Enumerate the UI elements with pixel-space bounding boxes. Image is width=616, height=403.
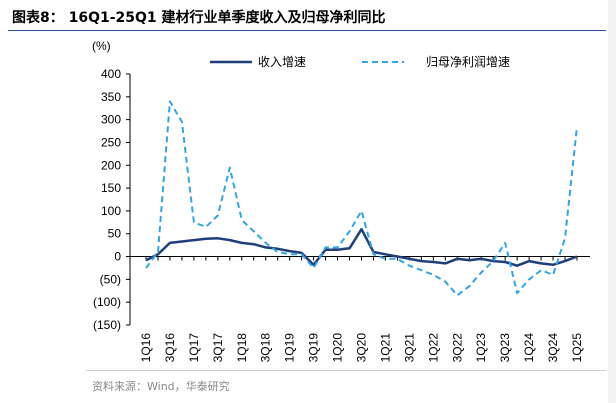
y-axis: (150) (100) (50) 0 50 100 150 200 250 300 350 400 [93,67,131,332]
source-note: 资料来源：Wind，华泰研究 [92,380,230,393]
footer-divider [86,370,606,371]
y-tick-label: (150) [93,318,121,332]
x-tick-label: 3Q23 [498,333,512,363]
y-tick-label: 300 [101,113,121,127]
page-edge [608,0,616,403]
x-tick-label: 3Q17 [211,333,225,363]
y-tick-label: 50 [108,227,122,241]
y-tick-label: 200 [101,158,121,172]
x-tick-label: 1Q23 [474,333,488,363]
x-tick-label: 3Q22 [450,333,464,363]
x-tick-label: 3Q21 [402,333,416,363]
x-axis: 1Q16 3Q16 1Q17 3Q17 1Q18 3Q18 1Q19 3Q19 1Q20 3Q20… [130,256,590,363]
x-tick-label: 1Q22 [426,333,440,363]
x-tick-label: 3Q24 [546,333,560,363]
series-lines [145,100,578,297]
series-revenue-growth-line [145,227,578,267]
line-chart: (%) (150) (100) (50) 0 50 100 150 200 250 300 350 4… [92,39,590,363]
x-tick-label: 3Q16 [163,333,177,363]
y-axis-unit-label: (%) [92,39,111,53]
y-tick-label: 350 [101,90,121,104]
legend-label-revenue: 收入增速 [258,55,306,69]
x-tick-label: 1Q16 [139,333,153,363]
x-tick-label: 1Q17 [187,333,201,363]
x-tick-label: 1Q19 [283,333,297,363]
chart-title: 图表8： 16Q1-25Q1 建材行业单季度收入及归母净利同比 [12,10,386,26]
title-bar: 图表8： 16Q1-25Q1 建材行业单季度收入及归母净利同比 [8,0,606,31]
x-tick-label: 3Q18 [259,333,273,363]
series-net-profit-growth-line [145,100,578,297]
y-tick-label: 250 [101,135,121,149]
x-tick-label: 1Q20 [331,333,345,363]
y-tick-label: (100) [93,295,121,309]
x-tick-label: 3Q20 [355,333,369,363]
legend: 收入增速 归母净利润增速 [210,55,510,69]
y-tick-label: 0 [114,250,121,264]
x-tick-label: 1Q18 [235,333,249,363]
legend-label-net-profit: 归母净利润增速 [426,55,510,69]
y-tick-label: 400 [101,67,121,81]
y-tick-label: 100 [101,204,121,218]
x-tick-label: 3Q19 [307,333,321,363]
x-tick-label: 1Q24 [522,333,536,363]
x-tick-label: 1Q25 [570,333,584,363]
x-tick-label: 1Q21 [378,333,392,363]
y-tick-label: (50) [100,272,121,286]
y-tick-label: 150 [101,181,121,195]
